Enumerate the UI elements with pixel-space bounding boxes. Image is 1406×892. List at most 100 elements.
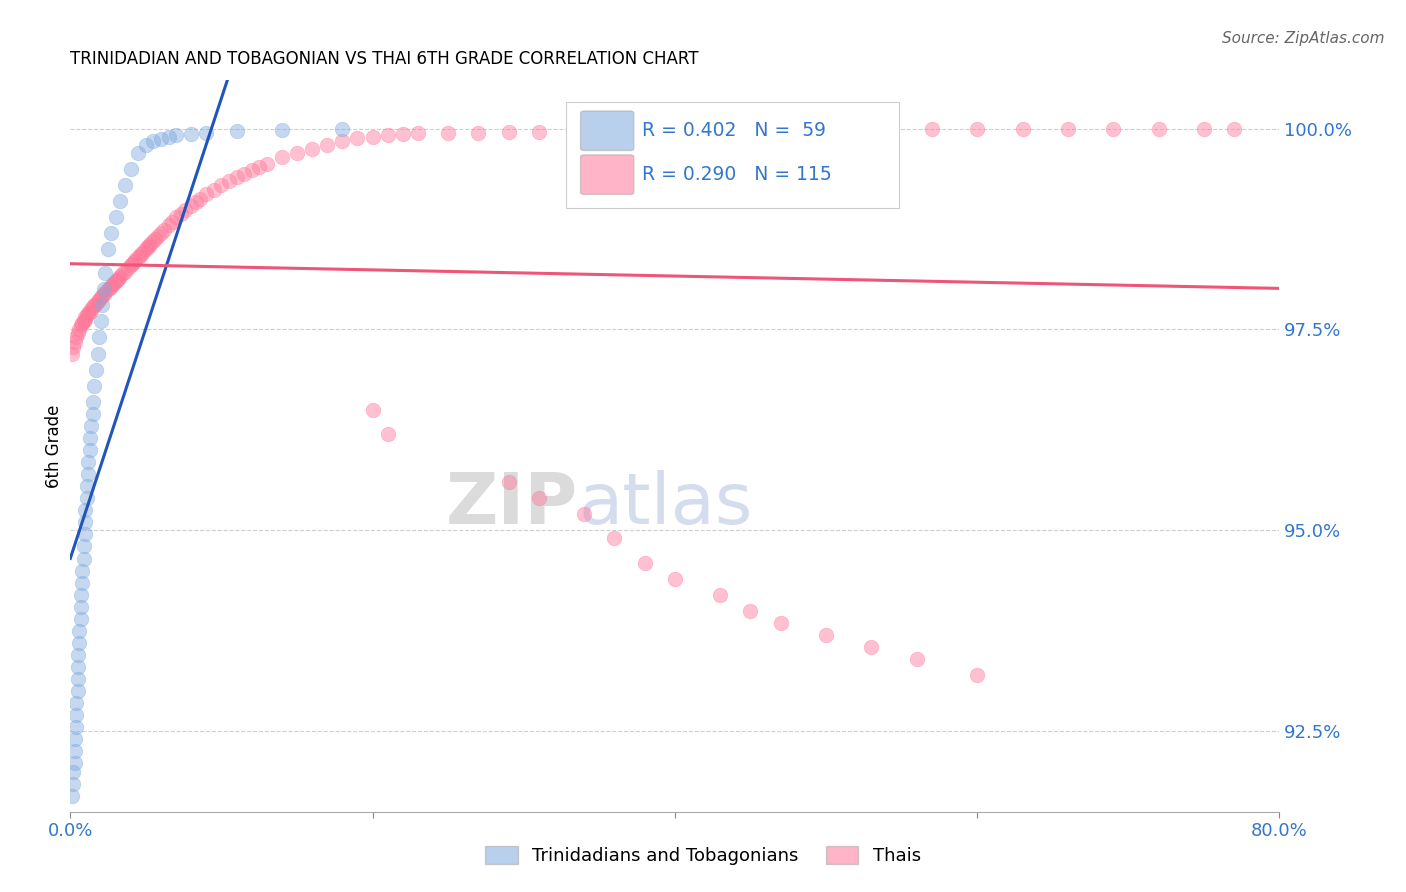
Point: [60, 789, 83, 803]
Point: [94, 266, 117, 280]
Point: [921, 122, 943, 136]
Point: [77, 467, 100, 482]
Point: [332, 122, 354, 136]
Point: [67, 624, 90, 638]
Point: [93, 287, 115, 301]
Point: [169, 207, 191, 221]
Point: [150, 226, 172, 240]
Point: [966, 668, 988, 682]
Point: [117, 261, 139, 276]
Point: [76, 308, 98, 322]
Point: [135, 137, 157, 152]
Point: [527, 125, 550, 139]
Point: [139, 237, 162, 252]
Point: [165, 210, 187, 224]
Point: [211, 178, 233, 192]
Point: [527, 491, 550, 506]
Point: [120, 161, 142, 176]
Point: [603, 532, 626, 546]
Point: [75, 503, 97, 517]
Point: [75, 516, 97, 530]
Point: [62, 776, 84, 790]
Point: [174, 203, 197, 218]
Point: [830, 122, 852, 136]
Point: [67, 636, 90, 650]
Point: [104, 274, 127, 288]
Point: [82, 394, 104, 409]
Point: [285, 145, 308, 160]
Point: [70, 599, 93, 614]
Point: [1223, 121, 1246, 136]
FancyBboxPatch shape: [581, 155, 634, 194]
Point: [104, 210, 127, 224]
Point: [87, 293, 110, 307]
Point: [84, 362, 107, 376]
Point: [256, 157, 278, 171]
Point: [785, 123, 807, 137]
Point: [769, 615, 792, 630]
Point: [131, 247, 153, 261]
Point: [101, 277, 124, 292]
Point: [1192, 121, 1215, 136]
Point: [97, 282, 120, 296]
Point: [1011, 122, 1033, 136]
Point: [1057, 122, 1080, 136]
Point: [391, 127, 415, 141]
Point: [406, 126, 429, 140]
Point: [79, 305, 101, 319]
Point: [157, 129, 180, 144]
Point: [75, 310, 97, 325]
Point: [202, 183, 225, 197]
Point: [63, 744, 86, 758]
Point: [648, 124, 671, 138]
Point: [160, 215, 183, 229]
Point: [80, 302, 103, 317]
Point: [142, 234, 165, 248]
Point: [437, 126, 460, 140]
Point: [316, 137, 339, 152]
Point: [72, 575, 94, 590]
Point: [66, 648, 89, 662]
Point: [157, 218, 180, 232]
Point: [346, 131, 368, 145]
Point: [83, 298, 105, 312]
Point: [165, 128, 187, 142]
Point: [188, 192, 211, 206]
Point: [65, 696, 87, 710]
Point: [65, 708, 87, 723]
Point: [76, 479, 98, 493]
Point: [72, 564, 94, 578]
Point: [91, 288, 114, 302]
Point: [63, 334, 86, 349]
Point: [377, 128, 399, 142]
Point: [225, 124, 247, 138]
Point: [332, 134, 354, 148]
Point: [66, 660, 89, 674]
Point: [180, 199, 202, 213]
Point: [128, 248, 150, 262]
Legend: Trinidadians and Tobagonians, Thais: Trinidadians and Tobagonians, Thais: [477, 837, 929, 874]
Point: [270, 151, 294, 165]
Point: [108, 194, 131, 208]
Point: [70, 612, 93, 626]
Point: [127, 145, 149, 160]
Point: [76, 491, 98, 506]
Point: [905, 652, 928, 666]
Point: [77, 455, 100, 469]
Point: [301, 142, 323, 156]
Y-axis label: 6th Grade: 6th Grade: [45, 404, 63, 488]
Point: [86, 346, 108, 360]
Point: [100, 226, 122, 240]
Point: [664, 572, 686, 586]
Point: [142, 134, 165, 148]
Point: [66, 326, 89, 341]
Point: [75, 527, 97, 541]
Point: [103, 276, 125, 290]
Text: R = 0.290   N = 115: R = 0.290 N = 115: [643, 165, 832, 184]
Text: Source: ZipAtlas.com: Source: ZipAtlas.com: [1222, 31, 1385, 46]
Point: [740, 604, 762, 618]
Point: [361, 129, 384, 144]
Point: [218, 174, 240, 188]
Point: [70, 588, 93, 602]
Point: [122, 255, 145, 269]
